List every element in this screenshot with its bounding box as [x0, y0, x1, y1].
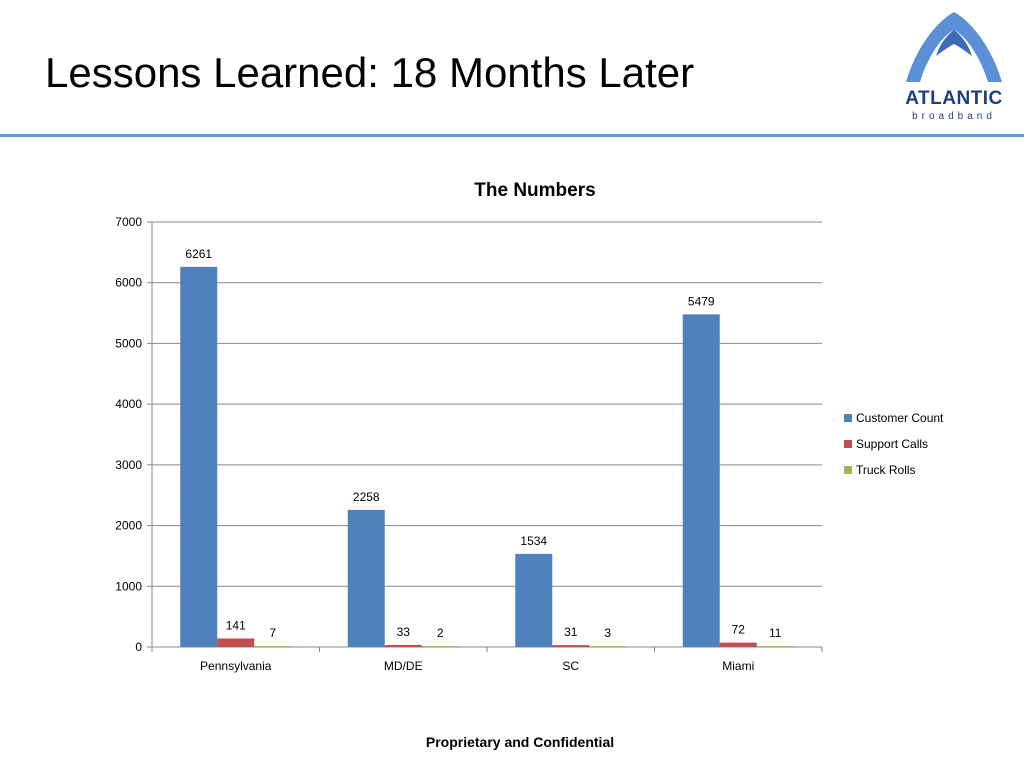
y-tick-label: 3000: [115, 458, 142, 472]
y-tick-label: 0: [135, 640, 142, 654]
bar-truck-rolls: [421, 646, 459, 647]
x-tick-label: MD/DE: [384, 659, 423, 673]
data-label: 6261: [185, 247, 212, 261]
legend-label: Truck Rolls: [856, 463, 916, 477]
x-tick-label: SC: [562, 659, 579, 673]
y-tick-label: 2000: [115, 519, 142, 533]
legend-swatch: [844, 414, 852, 422]
logo-wordmark: ATLANTIC: [905, 88, 1003, 109]
legend-label: Support Calls: [856, 437, 928, 451]
bar-truck-rolls: [254, 646, 292, 647]
bar-customer-count: [515, 553, 553, 647]
chart-title: The Numbers: [474, 180, 595, 201]
y-tick-label: 6000: [115, 276, 142, 290]
legend-swatch: [844, 466, 852, 474]
data-label: 2258: [353, 490, 380, 504]
bar-support-calls: [384, 644, 422, 647]
title-divider: [0, 134, 1024, 137]
y-tick-label: 7000: [115, 215, 142, 229]
bar-truck-rolls: [756, 646, 794, 647]
logo-tagline: broadband: [912, 111, 996, 122]
x-tick-label: Miami: [722, 659, 754, 673]
data-label: 1534: [520, 534, 547, 548]
y-tick-label: 1000: [115, 579, 142, 593]
data-label: 3: [604, 626, 611, 640]
y-tick-label: 5000: [115, 336, 142, 350]
legend-swatch: [844, 440, 852, 448]
data-label: 33: [397, 625, 411, 639]
bar-customer-count: [682, 314, 720, 647]
data-label: 141: [226, 618, 246, 632]
slide-title: Lessons Learned: 18 Months Later: [45, 49, 695, 96]
bar-support-calls: [552, 645, 590, 647]
data-label: 7: [269, 626, 276, 640]
footer-text: Proprietary and Confidential: [425, 734, 615, 750]
data-label: 5479: [688, 294, 715, 308]
data-label: 11: [769, 626, 782, 640]
data-label: 72: [732, 623, 746, 637]
bar-support-calls: [217, 638, 255, 647]
bar-truck-rolls: [589, 646, 627, 647]
bar-support-calls: [719, 642, 757, 647]
y-tick-label: 4000: [115, 397, 142, 411]
data-label: 2: [437, 626, 444, 640]
bar-customer-count: [347, 509, 385, 647]
company-logo: ATLANTIC broadband: [896, 10, 1012, 128]
x-tick-label: Pennsylvania: [200, 659, 272, 673]
bar-customer-count: [180, 266, 218, 647]
legend-label: Customer Count: [856, 411, 944, 425]
arch-logo-icon: [906, 12, 1002, 82]
data-label: 31: [564, 625, 578, 639]
